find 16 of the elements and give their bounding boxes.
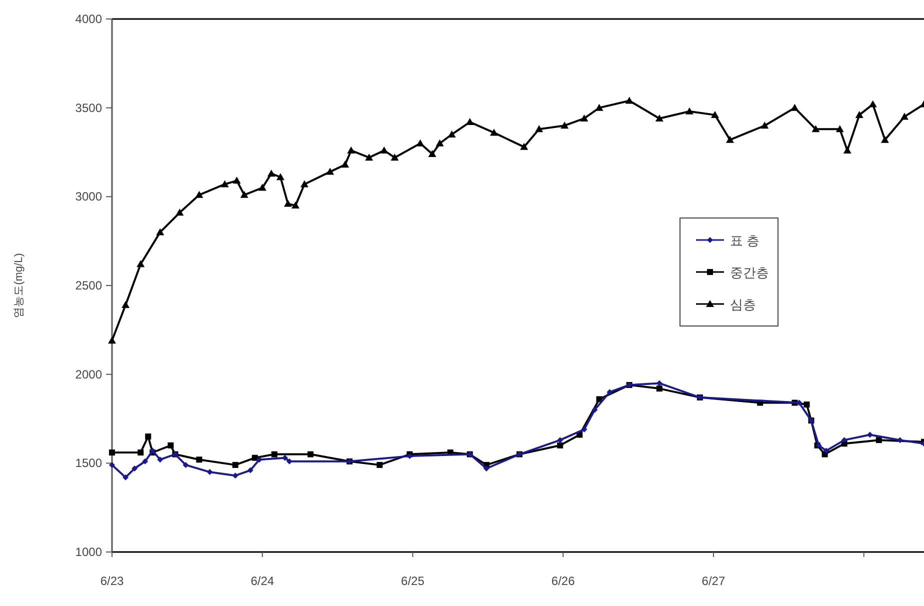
y-tick-label: 2500 [75,278,102,292]
y-axis-title: 염농도(mg/L) [13,253,25,318]
y-tick-label: 2000 [75,367,102,382]
x-tick-label: 6/27 [702,574,726,588]
legend-label: 표 층 [730,233,760,248]
x-tick-label: 6/26 [551,574,576,588]
legend-label: 심층 [730,297,756,312]
x-tick-label: 6/25 [401,574,425,588]
y-tick-label: 3000 [75,190,102,204]
y-tick-label: 3500 [75,100,102,115]
y-tick-label: 4000 [75,12,102,26]
y-tick-label: 1500 [75,456,102,470]
x-tick-label: 6/24 [250,574,274,588]
y-tick-label: 1000 [75,545,102,559]
legend-label: 중간층 [730,265,769,280]
x-tick-label: 6/23 [100,574,124,588]
